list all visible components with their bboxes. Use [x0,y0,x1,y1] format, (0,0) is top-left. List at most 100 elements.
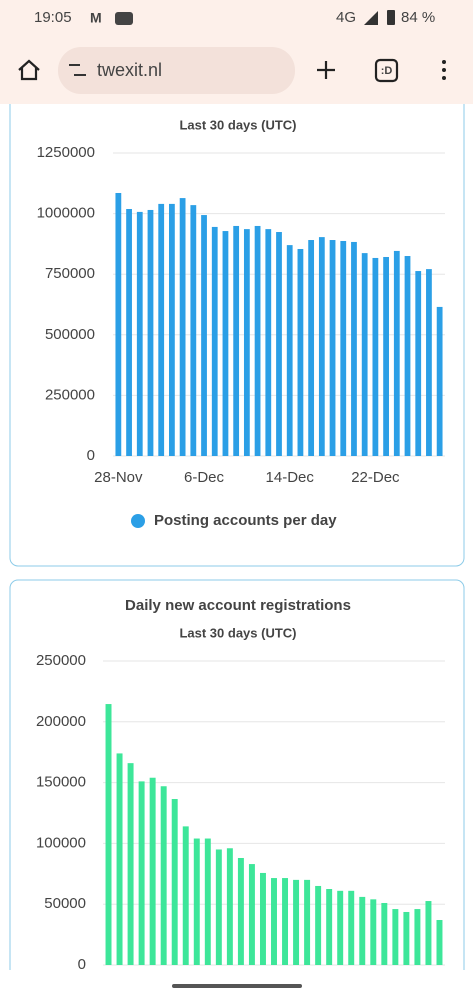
chart-title: Daily new account registrations [125,597,351,614]
x-tick-label: 6-Dec [184,469,225,486]
bar [179,198,186,456]
bar [372,257,379,456]
y-tick-label: 500000 [45,326,95,343]
bar [126,208,132,456]
bar [308,240,315,456]
bar [414,909,421,965]
bar [271,878,277,965]
bar [392,909,399,965]
bar [136,211,143,456]
bar [293,879,300,965]
bar [105,704,112,965]
y-tick-label: 0 [87,447,95,464]
bar [160,786,167,965]
site-settings-icon[interactable] [69,64,86,76]
x-tick-label: 22-Dec [351,469,400,486]
bar [370,899,377,965]
menu-button[interactable] [442,68,446,72]
tabs-button[interactable] [374,58,399,83]
bar [286,245,293,456]
bar [265,229,272,456]
menu-button[interactable] [442,76,446,80]
time: 19:05 [34,9,72,26]
new-tab-button[interactable] [317,61,335,79]
bar [393,250,400,456]
bar [204,838,211,965]
bar [248,864,255,965]
y-tick-label: 1250000 [37,144,95,161]
bar [243,229,250,456]
bar [337,890,344,965]
bar [147,209,154,456]
bar [436,920,443,965]
url: twexit.nl [97,60,162,80]
chart-subtitle: Last 30 days (UTC) [179,625,296,640]
bar [276,232,282,456]
url-bar[interactable] [58,47,295,94]
y-tick-label: 50000 [44,895,86,912]
battery: 84 % [401,9,435,26]
y-tick-label: 200000 [36,713,86,730]
bar [359,896,366,965]
bar [149,777,156,965]
network: 4G [336,9,356,26]
bar [259,872,266,965]
bar [215,849,222,965]
gesture-bar[interactable] [172,984,302,988]
signal-icon [364,11,378,25]
bar [226,848,233,965]
bar [171,799,178,965]
bar [169,203,175,456]
y-tick-label: 150000 [36,774,86,791]
bar [351,241,357,456]
bar [297,248,304,456]
y-tick-label: 1000000 [37,205,95,222]
bar [329,240,336,456]
bar [315,885,322,965]
bar [340,240,347,456]
home-button[interactable] [18,59,40,81]
tabs-icon: :D [381,65,393,77]
bar [138,781,145,965]
bar [318,237,325,456]
bar [222,231,229,456]
bar [201,215,207,456]
bar [326,889,333,965]
x-tick-label: 14-Dec [266,469,315,486]
y-tick-label: 0 [78,956,86,973]
y-tick-label: 250000 [36,652,86,669]
bar [415,271,422,456]
y-tick-label: 750000 [45,265,95,282]
x-tick-label: 28-Nov [94,469,143,486]
gmail-icon: M [90,10,102,26]
y-tick-label: 250000 [45,386,95,403]
bar [282,878,289,965]
bar [436,306,443,456]
bar [426,269,432,456]
bar [158,203,165,456]
bar [254,225,261,456]
chart-subtitle: Last 30 days (UTC) [179,117,296,132]
bar [381,902,388,965]
bar [127,763,134,965]
bar [404,256,411,456]
bar [237,857,244,965]
legend-label: Posting accounts per day [154,512,337,529]
legend-swatch [131,514,145,528]
bar [116,753,123,965]
bar [304,879,311,965]
bar [190,205,197,456]
bar [403,911,410,965]
youtube-icon [115,12,133,25]
battery-icon [387,10,395,25]
bar [383,256,389,456]
y-tick-label: 100000 [36,834,86,851]
menu-button[interactable] [442,60,446,64]
bar [211,226,218,456]
bar [425,901,432,965]
bar [348,890,355,965]
bar [193,838,200,965]
